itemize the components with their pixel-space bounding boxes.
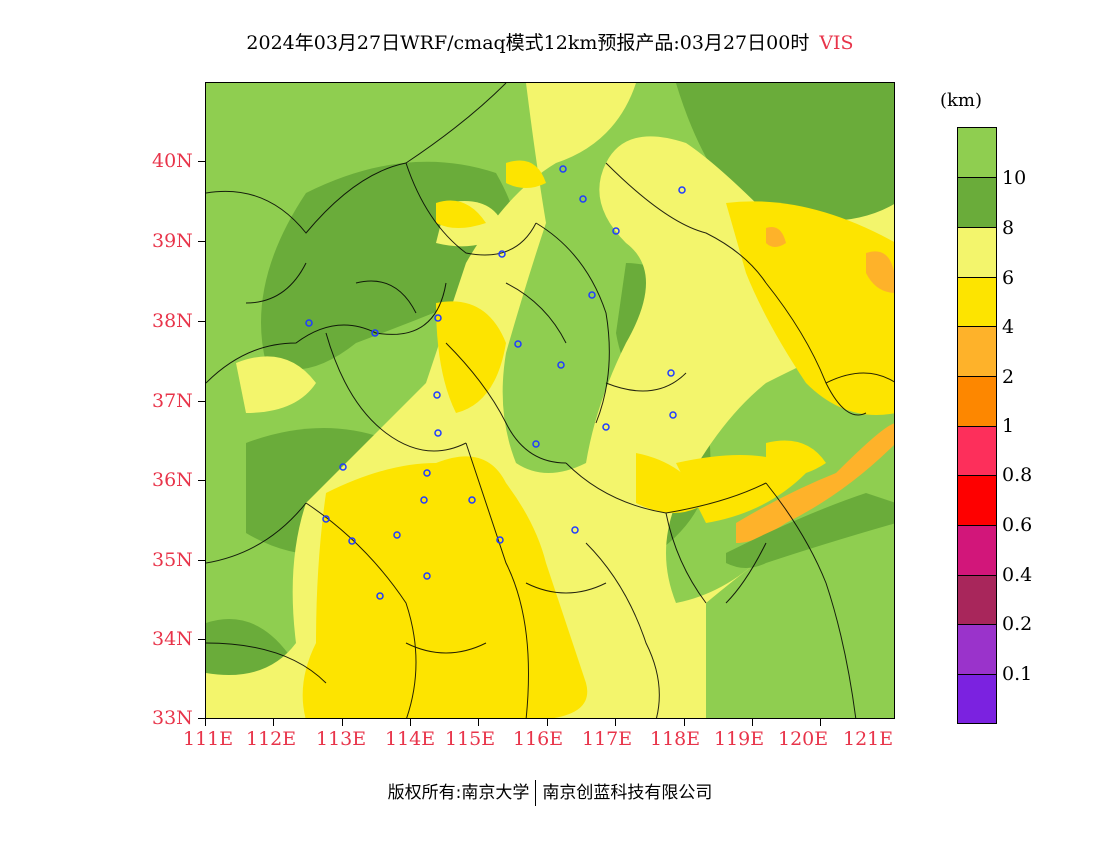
x-label-120e: 120E <box>778 728 829 750</box>
legend-swatch-0.8-1 <box>958 426 996 475</box>
legend-swatch-gt10 <box>958 128 996 177</box>
legend-label-4: 4 <box>1002 316 1015 338</box>
legend-swatch-lt0.1 <box>958 674 996 723</box>
x-label-113e: 113E <box>316 728 367 750</box>
x-label-119e: 119E <box>714 728 765 750</box>
copyright-footer: 版权所有:南京大学 南京创蓝科技有限公司 <box>0 778 1100 806</box>
visibility-map <box>205 82 895 719</box>
visibility-field <box>206 83 894 718</box>
legend-unit: (km) <box>940 90 983 111</box>
legend-label-0.8: 0.8 <box>1002 464 1033 486</box>
x-label-117e: 117E <box>582 728 633 750</box>
legend-swatch-8-10 <box>958 177 996 227</box>
copyright-company: 南京创蓝科技有限公司 <box>542 783 713 803</box>
title-variable: VIS <box>819 32 854 54</box>
x-label-111e: 111E <box>183 728 234 750</box>
legend-swatch-4-6 <box>958 277 996 326</box>
legend-label-0.2: 0.2 <box>1002 613 1033 635</box>
y-label-35n: 35N <box>152 549 193 571</box>
legend-label-10: 10 <box>1002 167 1027 189</box>
y-label-38n: 38N <box>152 310 193 332</box>
legend-label-2: 2 <box>1002 366 1015 388</box>
x-label-121e: 121E <box>843 728 894 750</box>
y-label-39n: 39N <box>152 230 193 252</box>
x-label-118e: 118E <box>650 728 701 750</box>
y-label-33n: 33N <box>152 707 193 729</box>
legend-swatch-6-8 <box>958 227 996 277</box>
copyright-divider <box>535 780 537 806</box>
x-label-115e: 115E <box>445 728 496 750</box>
legend-label-0.1: 0.1 <box>1002 663 1033 685</box>
legend-color-bar <box>957 127 997 724</box>
legend-label-6: 6 <box>1002 267 1015 289</box>
legend-label-8: 8 <box>1002 217 1015 239</box>
y-label-34n: 34N <box>152 628 193 650</box>
y-label-37n: 37N <box>152 390 193 412</box>
copyright-owner: 版权所有:南京大学 <box>387 783 530 803</box>
y-label-36n: 36N <box>152 469 193 491</box>
x-label-112e: 112E <box>246 728 297 750</box>
title-main: 2024年03月27日WRF/cmaq模式12km预报产品:03月27日00时 <box>246 32 810 54</box>
legend-swatch-0.4-0.6 <box>958 525 996 575</box>
legend-label-1: 1 <box>1002 415 1015 437</box>
map-title: 2024年03月27日WRF/cmaq模式12km预报产品:03月27日00时 V… <box>0 28 1100 55</box>
y-label-40n: 40N <box>152 150 193 172</box>
legend-swatch-2-4 <box>958 326 996 376</box>
legend-swatch-0.2-0.4 <box>958 575 996 624</box>
legend-label-0.6: 0.6 <box>1002 514 1033 536</box>
legend-swatch-0.1-0.2 <box>958 624 996 674</box>
legend-label-0.4: 0.4 <box>1002 564 1033 586</box>
x-label-116e: 116E <box>513 728 564 750</box>
legend-swatch-0.6-0.8 <box>958 475 996 525</box>
x-label-114e: 114E <box>385 728 436 750</box>
legend-swatch-1-2 <box>958 376 996 426</box>
